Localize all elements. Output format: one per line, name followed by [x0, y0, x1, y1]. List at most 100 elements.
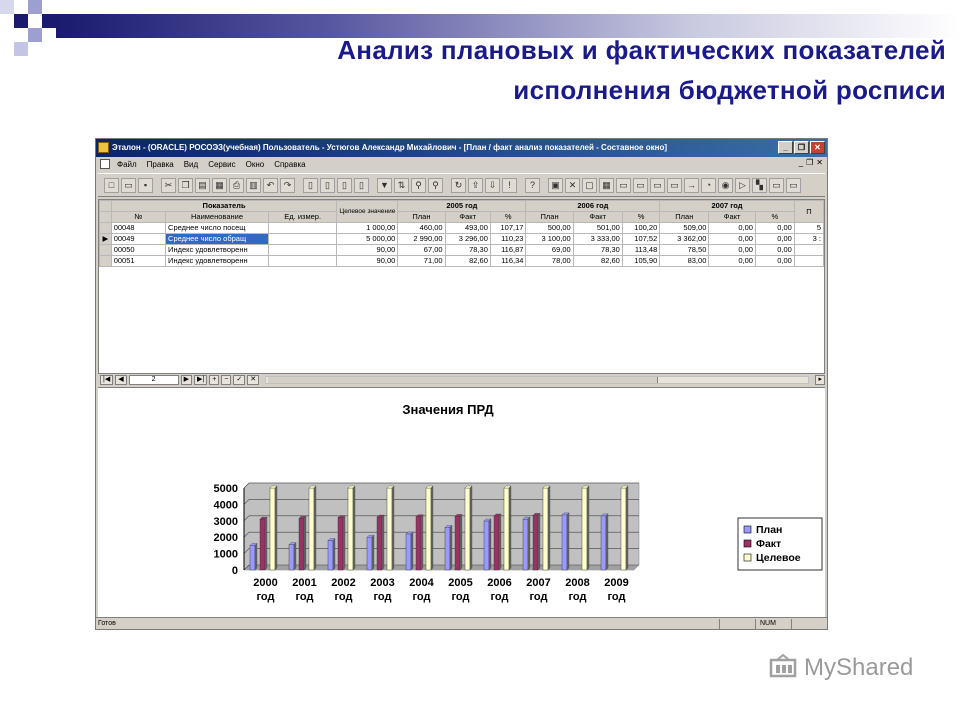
cell-2006-pct[interactable]: 107,52 [621, 233, 661, 245]
cell-name-selected[interactable]: Среднее число обращ [165, 233, 269, 245]
toolbar-btn-d-icon[interactable]: ▦ [599, 177, 614, 193]
toolbar-redo-icon[interactable]: ↷ [280, 177, 295, 193]
window-titlebar[interactable]: Эталон - (ORACLE) РОСОЭЗ(учебная) Пользо… [96, 139, 827, 157]
cell-extra[interactable]: 5 [793, 222, 824, 234]
insert-record-button[interactable]: + [209, 374, 220, 385]
cell-2006-fact[interactable]: 501,00 [572, 222, 623, 234]
header-2005-pct[interactable]: % [489, 211, 527, 223]
cell-extra[interactable] [793, 255, 824, 267]
scroll-right-button[interactable]: ▸ [815, 374, 825, 385]
table-row[interactable]: 00051 Индекс удовлетворенн 90,00 71,00 8… [99, 255, 824, 267]
header-unit[interactable]: Ед. измер. [267, 211, 338, 223]
toolbar-btn-m-icon[interactable]: ▭ [769, 177, 784, 193]
cell-extra[interactable]: 3 : [793, 233, 824, 245]
header-name[interactable]: Наименование [165, 211, 269, 223]
cell-2007-pct[interactable]: 0,00 [754, 233, 795, 245]
header-2006-fact[interactable]: Факт [572, 211, 623, 223]
cell-name[interactable]: Индекс удовлетворенн [165, 255, 269, 267]
toolbar-btn-k-icon[interactable]: ◉ [718, 177, 733, 193]
toolbar-btn-a-icon[interactable]: ▣ [548, 177, 563, 193]
toolbar-copy-icon[interactable]: ❐ [178, 177, 193, 193]
table-row[interactable]: 00050 Индекс удовлетворенн 90,00 67,00 7… [99, 244, 824, 256]
cell-unit[interactable] [267, 255, 338, 267]
toolbar-grid-icon[interactable]: ▥ [246, 177, 261, 193]
toolbar-paste-icon[interactable]: ▤ [195, 177, 210, 193]
cell-2005-fact[interactable]: 3 296,00 [444, 233, 491, 245]
header-2006-plan[interactable]: План [525, 211, 574, 223]
toolbar-print-icon[interactable]: ⎙ [229, 177, 244, 193]
cell-2007-plan[interactable]: 78,50 [659, 244, 710, 256]
toolbar-btn-f-icon[interactable]: ▭ [633, 177, 648, 193]
post-record-button[interactable]: ✓ [233, 374, 246, 385]
cell-2007-fact[interactable]: 0,00 [708, 222, 756, 234]
cell-extra[interactable] [793, 244, 824, 256]
cell-name[interactable]: Индекс удовлетворенн [165, 244, 269, 256]
toolbar-doc1-icon[interactable]: ▯ [303, 177, 318, 193]
cell-2006-plan[interactable]: 69,00 [525, 244, 574, 256]
cancel-record-button[interactable]: ✕ [247, 374, 260, 385]
header-2005-plan[interactable]: План [397, 211, 446, 223]
toolbar-btn-c-icon[interactable]: ▢ [582, 177, 597, 193]
toolbar-btn-l-icon[interactable]: ▷ [735, 177, 750, 193]
toolbar-refresh-icon[interactable]: ↻ [451, 177, 466, 193]
cell-2006-fact[interactable]: 82,60 [572, 255, 623, 267]
cell-2007-pct[interactable]: 0,00 [754, 255, 795, 267]
cell-2007-pct[interactable]: 0,00 [754, 244, 795, 256]
cell-no[interactable]: 00049 [110, 233, 167, 245]
minimize-button[interactable]: _ [778, 141, 793, 154]
toolbar-filter-icon[interactable]: ▼ [377, 177, 392, 193]
toolbar-help-icon[interactable]: ? [525, 177, 540, 193]
header-2007-plan[interactable]: План [659, 211, 710, 223]
toolbar-info-icon[interactable]: ! [502, 177, 517, 193]
toolbar-doc4-icon[interactable]: ▯ [354, 177, 369, 193]
cell-2005-plan[interactable]: 460,00 [397, 222, 446, 234]
close-button[interactable]: ✕ [810, 141, 825, 154]
header-2005-fact[interactable]: Факт [444, 211, 491, 223]
toolbar-undo-icon[interactable]: ↶ [263, 177, 278, 193]
toolbar-btn-i-icon[interactable]: → [684, 177, 699, 193]
toolbar-btn-b-icon[interactable]: ✕ [565, 177, 580, 193]
cell-2005-pct[interactable]: 110,23 [489, 233, 527, 245]
cell-no[interactable]: 00050 [110, 244, 167, 256]
cell-2006-plan[interactable]: 78,00 [525, 255, 574, 267]
cell-2005-plan[interactable]: 67,00 [397, 244, 446, 256]
cell-2005-pct[interactable]: 116,34 [489, 255, 527, 267]
cell-2007-fact[interactable]: 0,00 [708, 244, 756, 256]
maximize-button[interactable]: ❐ [794, 141, 809, 154]
menu-window[interactable]: Окно [245, 159, 265, 169]
cell-2005-pct[interactable]: 107,17 [489, 222, 527, 234]
cell-2007-plan[interactable]: 509,00 [659, 222, 710, 234]
header-2006-pct[interactable]: % [621, 211, 661, 223]
cell-2007-fact[interactable]: 0,00 [708, 255, 756, 267]
cell-2007-plan[interactable]: 3 362,00 [659, 233, 710, 245]
first-record-button[interactable]: |◀ [100, 374, 114, 385]
toolbar-doc3-icon[interactable]: ▯ [337, 177, 352, 193]
cell-2006-plan[interactable]: 3 100,00 [525, 233, 574, 245]
toolbar-cut-icon[interactable]: ✂ [161, 177, 176, 193]
cell-2007-plan[interactable]: 83,00 [659, 255, 710, 267]
scroll-thumb[interactable] [268, 376, 659, 383]
header-no[interactable]: № [110, 211, 167, 223]
mdi-restore-button[interactable]: ❐ [806, 158, 814, 167]
menu-service[interactable]: Сервис [208, 159, 236, 169]
cell-2006-plan[interactable]: 500,00 [525, 222, 574, 234]
cell-target[interactable]: 90,00 [336, 255, 399, 267]
toolbar-preview-icon[interactable]: ▦ [212, 177, 227, 193]
toolbar-btn-g-icon[interactable]: ▭ [650, 177, 665, 193]
cell-2006-fact[interactable]: 78,30 [572, 244, 623, 256]
cell-no[interactable]: 00051 [110, 255, 167, 267]
cell-2005-fact[interactable]: 493,00 [444, 222, 491, 234]
cell-2005-pct[interactable]: 116,87 [489, 244, 527, 256]
menu-view[interactable]: Вид [183, 159, 199, 169]
toolbar-save-icon[interactable]: ▪ [138, 177, 153, 193]
cell-unit[interactable] [267, 233, 338, 245]
cell-no[interactable]: 00048 [110, 222, 167, 234]
menu-file[interactable]: Файл [117, 159, 137, 169]
mdi-close-button[interactable]: ✕ [816, 158, 823, 167]
cell-unit[interactable] [267, 244, 338, 256]
mdi-minimize-button[interactable]: _ [798, 158, 804, 167]
toolbar-btn-j-icon[interactable]: ◔ [701, 177, 716, 193]
horizontal-scrollbar[interactable] [265, 375, 810, 384]
prev-record-button[interactable]: ◀ [115, 374, 127, 385]
cell-2006-pct[interactable]: 113,48 [621, 244, 661, 256]
